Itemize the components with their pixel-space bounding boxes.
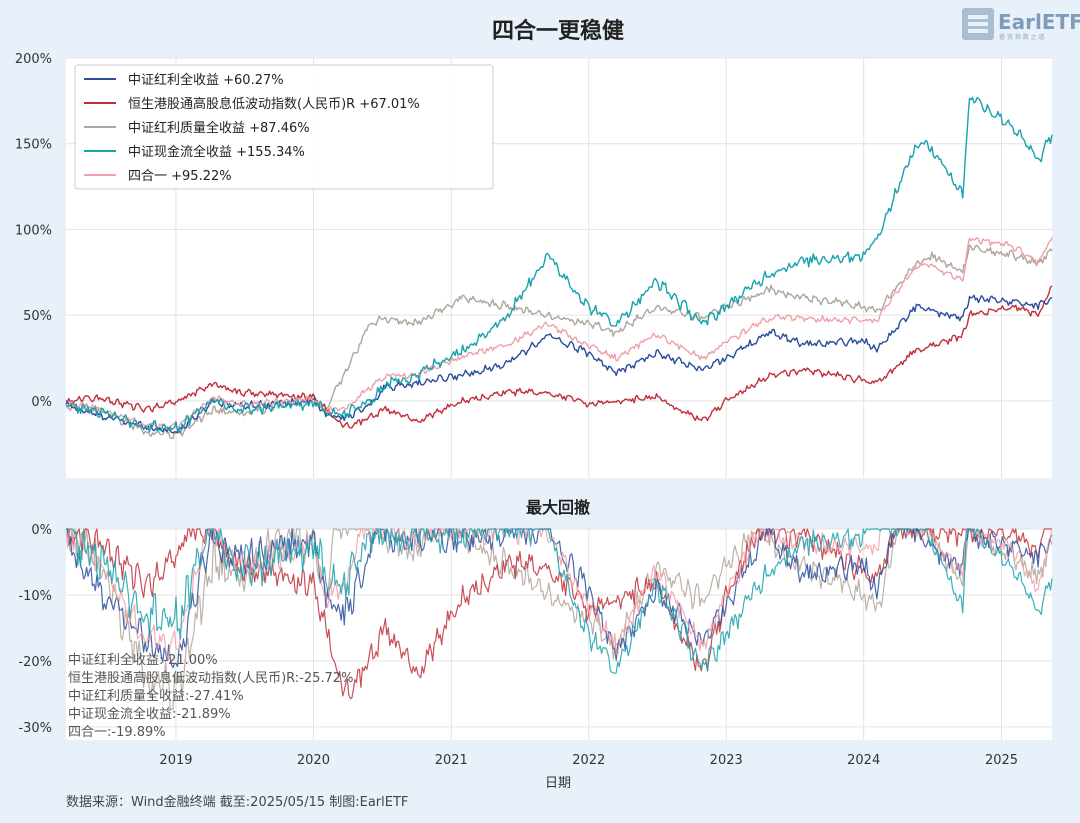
main-y-ticks: 0% 50% 100% 150% 200% [15, 52, 52, 410]
main-y-tick-label: 200% [15, 52, 52, 67]
source-note: 数据来源：Wind金融终端 截至:2025/05/15 制图:EarlETF [66, 794, 408, 810]
max-drawdown-label-1: 中证红利全收益:-21.00% [68, 652, 218, 668]
legend-label-2: 恒生港股通高股息低波动指数(人民币)R +67.01% [128, 96, 420, 112]
x-tick-label: 2024 [847, 753, 880, 768]
series-line-3 [65, 244, 1053, 440]
earletf-logo: EarlETF 睿 资 指 数 之 道 [962, 8, 1080, 41]
legend-box [74, 64, 494, 190]
x-axis-label: 日期 [545, 776, 571, 791]
x-tick-label: 2020 [297, 753, 330, 768]
main-y-tick-label: 150% [15, 138, 52, 153]
drawdown-labels: 中证红利全收益:-21.00% 恒生港股通高股息低波动指数(人民币)R:-25.7… [68, 652, 353, 740]
legend-label-1: 中证红利全收益 +60.27% [128, 72, 284, 88]
drawdown-title: 最大回撤 [526, 498, 590, 517]
x-tick-label: 2023 [710, 753, 743, 768]
x-tick-label: 2019 [159, 753, 192, 768]
logo-brand: EarlETF [998, 10, 1080, 34]
drawdown-line-1 [66, 528, 1053, 669]
main-y-tick-label: 50% [23, 309, 52, 324]
max-drawdown-label-5: 四合一:-19.89% [68, 725, 166, 740]
main-grid [66, 57, 1052, 478]
drawdown-series-lines [65, 528, 1053, 711]
legend-label-4: 中证现金流全收益 +155.34% [128, 144, 305, 160]
chart-title: 四合一更稳健 [492, 18, 624, 44]
x-tick-label: 2021 [435, 753, 468, 768]
drawdown-line-4 [66, 528, 1053, 674]
series-line-4 [65, 96, 1053, 434]
max-drawdown-label-2: 恒生港股通高股息低波动指数(人民币)R:-25.72% [68, 670, 353, 686]
x-axis-ticks: 2019 2020 2021 2022 2023 2024 2025 [159, 753, 1018, 768]
series-line-1 [65, 294, 1053, 434]
logo-tagline: 睿 资 指 数 之 道 [999, 33, 1045, 41]
main-y-tick-label: 0% [31, 395, 52, 410]
drawdown-y-tick-label: 0% [31, 523, 52, 538]
max-drawdown-label-4: 中证现金流全收益:-21.89% [68, 706, 231, 722]
legend-label-3: 中证红利质量全收益 +87.46% [128, 120, 310, 136]
drawdown-y-tick-label: -10% [18, 589, 52, 604]
drawdown-y-tick-label: -30% [18, 721, 52, 736]
drawdown-line-3 [65, 528, 1053, 711]
x-tick-label: 2025 [985, 753, 1018, 768]
drawdown-grid [66, 528, 1052, 740]
x-tick-label: 2022 [572, 753, 605, 768]
main-y-tick-label: 100% [15, 223, 52, 238]
series-line-5 [65, 237, 1053, 431]
legend: 中证红利全收益 +60.27% 恒生港股通高股息低波动指数(人民币)R +67.0… [74, 64, 494, 190]
max-drawdown-label-3: 中证红利质量全收益:-27.41% [68, 688, 244, 704]
drawdown-y-tick-label: -20% [18, 655, 52, 670]
drawdown-y-ticks: 0% -10% -20% -30% [18, 523, 52, 736]
series-line-2 [65, 285, 1053, 429]
legend-label-5: 四合一 +95.22% [128, 169, 232, 184]
main-series-lines [65, 96, 1053, 440]
